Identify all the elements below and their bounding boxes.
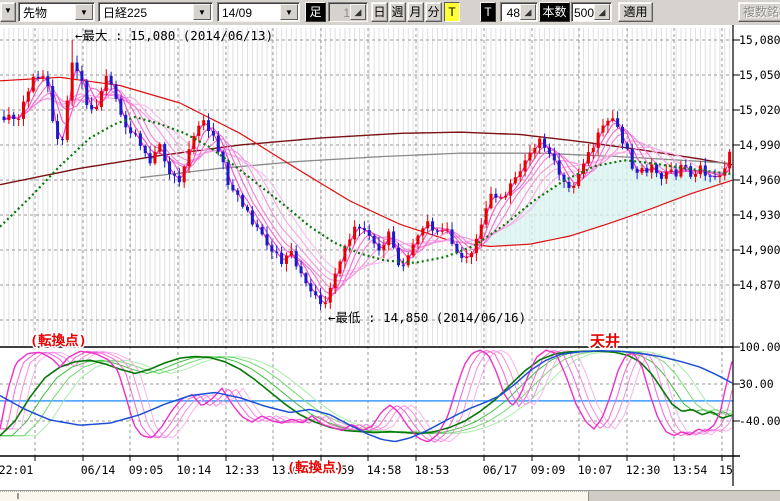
minute-interval-value: 1: [343, 6, 350, 20]
time-axis-label: 18:53: [415, 463, 450, 477]
time-axis-label: 06/17: [483, 463, 518, 477]
time-axis-label: 13:02: [272, 463, 307, 477]
ma-ribbon: [3, 65, 731, 305]
time-axis-label: 09:05: [129, 463, 164, 477]
time-axis-label: 12:33: [225, 463, 260, 477]
period-minute-button[interactable]: 分: [425, 2, 442, 22]
period-day-button[interactable]: 日: [371, 2, 388, 22]
time-axis-label: 12:30: [626, 463, 661, 477]
price-axis-label: 14,870: [739, 278, 780, 292]
apply-label: 適用: [623, 5, 648, 19]
contract-month-value: 14/09: [222, 6, 253, 20]
period-month-button[interactable]: 月: [407, 2, 424, 22]
annotation-min: ←最低 : 14,850 (2014/06/16): [328, 310, 526, 325]
price-axis-label: 14,960: [739, 173, 780, 187]
time-axis-label: 22:01: [0, 463, 33, 477]
osc-line: [0, 349, 733, 443]
time-axis-label: 14:58: [367, 463, 402, 477]
interval-count-value: 48: [506, 6, 520, 20]
osc-axis-label: 30.00: [739, 377, 774, 391]
price-axis-label: 14,900: [739, 243, 780, 257]
horizontal-scrollbar[interactable]: [0, 490, 780, 501]
period-week-label: 週: [391, 5, 404, 19]
t-button[interactable]: T: [480, 2, 496, 22]
scrollbar-marker: [17, 493, 19, 499]
spinner-icon[interactable]: ◢: [350, 4, 366, 20]
period-minute-label: 分: [427, 5, 440, 19]
time-axis-label: 13:54: [673, 463, 708, 477]
time-axis-label: 06/14: [81, 463, 116, 477]
multi-symbol-label: 複数銘柄: [742, 5, 780, 19]
instrument-value: 先物: [23, 6, 48, 20]
spinner-icon[interactable]: ◢: [520, 4, 536, 20]
time-axis-label: 10:14: [177, 463, 212, 477]
dropdown-arrow-icon[interactable]: ▼: [280, 4, 298, 20]
time-axis-label: 09:09: [531, 463, 566, 477]
left-combo-arrow-button[interactable]: ▼: [0, 2, 16, 22]
osc-line: [0, 349, 733, 443]
interval-count-spinner[interactable]: 48 ◢: [500, 2, 538, 22]
axes: [0, 25, 740, 486]
price-axis-label: 14,930: [739, 208, 780, 222]
price-axis-label: 15,080: [739, 33, 780, 47]
multi-symbol-button[interactable]: 複数銘柄: [738, 2, 780, 22]
symbol-select[interactable]: 日経225 ▼: [98, 2, 213, 22]
annotation-tenkan-bottom: (転換点): [287, 459, 344, 476]
bar-count-mode-button[interactable]: 本数: [539, 2, 570, 22]
ma-red: [0, 76, 733, 247]
price-axis-label: 14,990: [739, 138, 780, 152]
ma-gap-fill: [478, 160, 733, 247]
time-axis-label: 15: [719, 463, 733, 477]
symbol-value: 日経225: [103, 6, 148, 20]
price-axis-label: 15,020: [739, 103, 780, 117]
tick-mode-label: T: [448, 5, 456, 19]
ma-green-dotted: [0, 115, 733, 264]
spinner-icon[interactable]: ◢: [594, 4, 610, 20]
scrollbar-thumb[interactable]: [0, 491, 589, 501]
chart-area[interactable]: 15,080 15,050 15,020 14,990 14,960 14,930 14,9…: [0, 25, 780, 490]
ashi-button[interactable]: 足: [305, 2, 326, 22]
chart-toolbar: ▼ 先物 ▼ 日経225 ▼ 14/09 ▼ 足 1 ◢ 日 週 月 分 T T…: [0, 0, 780, 26]
bar-count-spinner[interactable]: 500 ◢: [571, 2, 612, 22]
minute-interval-spinner[interactable]: 1 ◢: [328, 2, 368, 22]
time-axis-label: 13:59: [320, 463, 355, 477]
annotation-tenjo: 天井: [590, 332, 620, 350]
instrument-select[interactable]: 先物 ▼: [18, 2, 95, 22]
period-month-label: 月: [409, 5, 422, 19]
bar-count-value: 500: [573, 6, 594, 20]
price-axis-label: 15,050: [739, 68, 780, 82]
annotation-tenkan-top: (転換点): [30, 332, 87, 349]
gridlines: [0, 28, 733, 456]
period-day-label: 日: [373, 5, 386, 19]
osc-line: [0, 350, 733, 437]
apply-button[interactable]: 適用: [618, 2, 653, 22]
annotation-max: ←最大 : 15,080 (2014/06/13): [75, 28, 273, 43]
time-axis-label: 10:07: [578, 463, 613, 477]
tick-mode-button[interactable]: T: [444, 2, 460, 22]
osc-axis-label: -40.00: [739, 414, 780, 428]
dropdown-arrow-icon: ▼: [4, 6, 12, 15]
dropdown-arrow-icon[interactable]: ▼: [193, 4, 211, 20]
osc-axis-label: 100.00: [739, 340, 780, 354]
period-week-button[interactable]: 週: [389, 2, 406, 22]
dropdown-arrow-icon[interactable]: ▼: [75, 4, 93, 20]
contract-month-select[interactable]: 14/09 ▼: [217, 2, 300, 22]
ashi-label: 足: [309, 5, 322, 19]
t-label: T: [484, 5, 492, 19]
bar-count-mode-label: 本数: [542, 5, 567, 19]
osc-line: [0, 349, 733, 443]
